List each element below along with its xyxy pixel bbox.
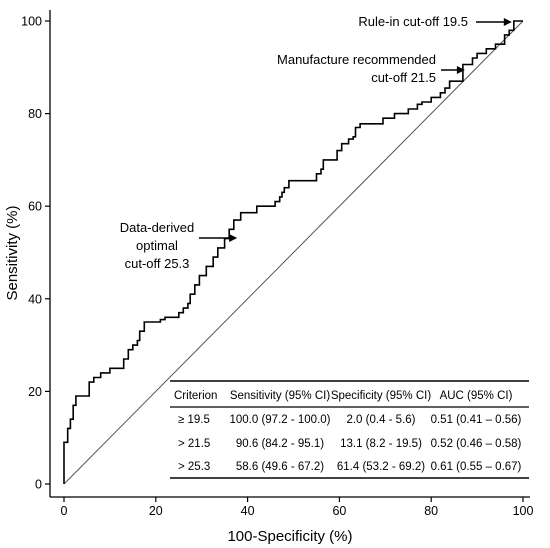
- table-cell: 0.61 (0.55 – 0.67): [431, 461, 522, 473]
- table-cell: 0.51 (0.41 – 0.56): [431, 414, 522, 426]
- table-header-cell: AUC (95% CI): [440, 390, 513, 402]
- reference-diagonal-line: [63, 20, 524, 485]
- y-tick-label: 60: [28, 200, 42, 214]
- y-tick-label: 80: [28, 107, 42, 121]
- x-tick-label: 20: [149, 504, 163, 518]
- x-tick-label: 80: [424, 504, 438, 518]
- annotation-data-derived-line3: cut-off 25.3: [125, 256, 190, 271]
- table-cell: 90.6 (84.2 - 95.1): [236, 438, 324, 450]
- x-tick-label: 0: [61, 504, 68, 518]
- table-cell: 2.0 (0.4 - 5.6): [346, 414, 415, 426]
- annotation-rule-in: Rule-in cut-off 19.5: [358, 14, 468, 29]
- y-tick-label: 0: [35, 478, 42, 492]
- x-tick-label: 40: [241, 504, 255, 518]
- x-axis-label: 100-Specificity (%): [227, 528, 352, 545]
- y-tick-label: 100: [21, 15, 42, 29]
- annotation-manufacture-line1: Manufacture recommended: [277, 52, 436, 67]
- roc-curve: [63, 20, 523, 484]
- y-tick-label: 20: [28, 385, 42, 399]
- annotation-data-derived-line2: optimal: [136, 238, 178, 253]
- table-cell: 58.6 (49.6 - 67.2): [236, 461, 324, 473]
- annotation-data-derived-line1: Data-derived: [120, 220, 194, 235]
- table-cell: 61.4 (53.2 - 69.2): [337, 461, 425, 473]
- axes: [49, 10, 530, 498]
- ticks: 0 20 40 60 80 100 0 20 40 60 80 100: [21, 15, 533, 519]
- y-tick-label: 40: [28, 292, 42, 306]
- annotation-manufacture-line2: cut-off 21.5: [371, 70, 436, 85]
- table-cell: 0.52 (0.46 – 0.58): [431, 438, 522, 450]
- table-header-cell: Specificity (95% CI): [331, 390, 432, 402]
- y-axis-label: Sensitivity (%): [4, 205, 21, 300]
- table-cell: 13.1 (8.2 - 19.5): [340, 438, 422, 450]
- table-header-cell: Criterion: [174, 390, 217, 402]
- table-cell: > 25.3: [178, 461, 210, 473]
- table-cell: > 21.5: [178, 438, 210, 450]
- results-table: Criterion Sensitivity (95% CI) Specificity…: [170, 380, 529, 479]
- table-header-cell: Sensitivity (95% CI): [230, 390, 331, 402]
- table-cell: ≥ 19.5: [178, 414, 210, 426]
- table-cell: 100.0 (97.2 - 100.0): [229, 414, 330, 426]
- annotations: Rule-in cut-off 19.5 Manufacture recommen…: [120, 14, 512, 271]
- x-tick-label: 60: [332, 504, 346, 518]
- x-tick-label: 100: [513, 504, 534, 518]
